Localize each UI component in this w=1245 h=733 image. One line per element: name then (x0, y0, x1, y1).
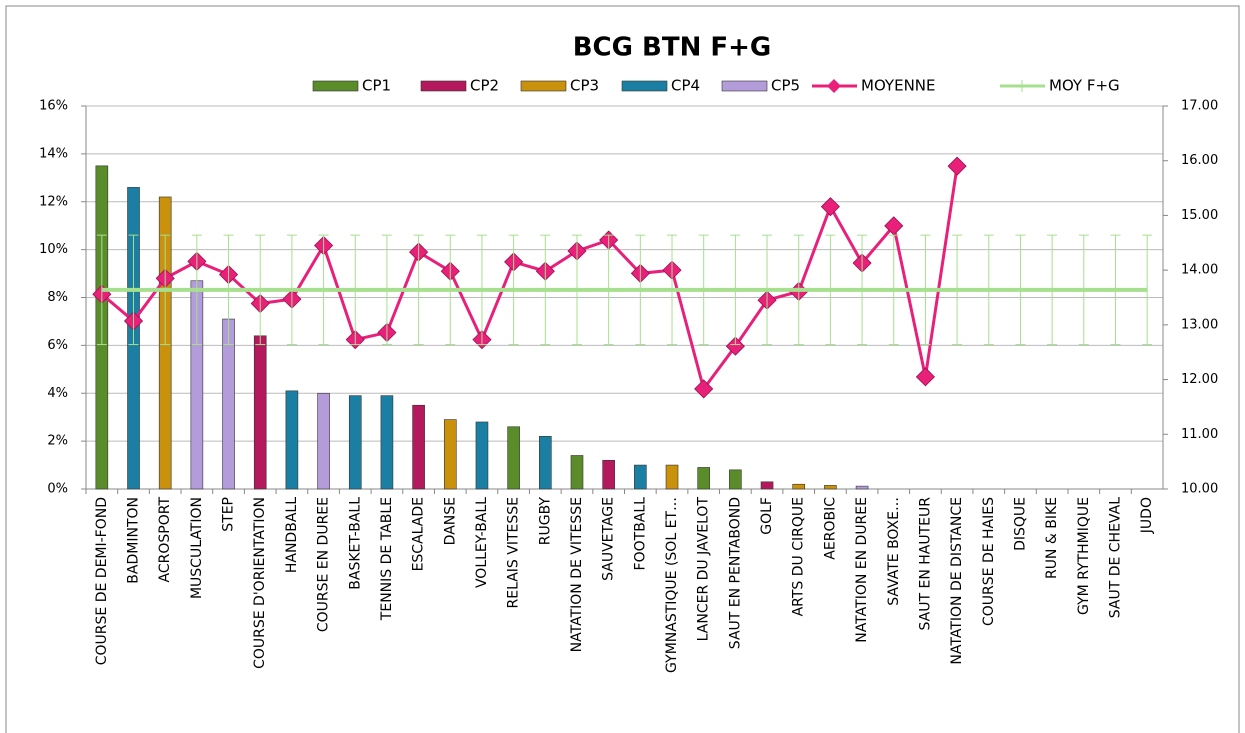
legend-label: CP4 (671, 77, 700, 95)
bar (824, 485, 837, 490)
y2-tick-label: 16.00 (1181, 153, 1218, 168)
x-tick-label: RUGBY (537, 497, 553, 546)
y2-tick-label: 17.00 (1181, 99, 1218, 114)
marker (820, 197, 840, 217)
y2-tick-label: 11.00 (1181, 427, 1218, 442)
bar (792, 483, 806, 490)
y-tick-label: 8% (47, 290, 68, 305)
x-tick-label: DISQUE (1012, 497, 1028, 551)
x-tick-label: GYM RYTHMIQUE (1076, 497, 1092, 615)
x-tick-label: BASKET-BALL (347, 497, 363, 590)
x-tick-label: NATATION DE DISTANCE (949, 497, 965, 665)
bar (285, 390, 299, 490)
x-tick-label: COURSE D'ORIENTATION (252, 497, 268, 669)
legend-label: MOYENNE (861, 77, 936, 95)
x-tick-label: COURSE DE HAIES (981, 497, 997, 626)
x-tick-label: GOLF (759, 497, 775, 535)
bar (253, 335, 267, 490)
x-tick-label: COURSE DE DEMI-FOND (94, 497, 110, 665)
bar (443, 419, 457, 490)
chart-title: BCG BTN F+G (573, 33, 772, 63)
x-tick-label: STEP (221, 497, 237, 532)
bar (539, 436, 552, 490)
legend-label: CP2 (470, 77, 499, 95)
bar (729, 469, 742, 490)
bar (634, 464, 647, 490)
x-tick-label: ACROSPORT (157, 497, 173, 583)
y-tick-label: 2% (47, 434, 68, 449)
x-tick-label: AEROBIC (822, 497, 838, 560)
bar (570, 455, 584, 490)
y2-tick-label: 15.00 (1181, 208, 1218, 223)
bar (855, 485, 869, 490)
x-tick-label: ARTS DU CIRQUE (791, 497, 807, 616)
x-tick-label: GYMNASTIQUE (SOL ET… (664, 497, 680, 673)
x-tick-label: JUDO (1139, 497, 1155, 534)
x-tick-label: TENNIS DE TABLE (379, 497, 395, 621)
y2-tick-label: 14.00 (1181, 263, 1218, 278)
x-tick-label: NATATION DE VITESSE (569, 497, 585, 652)
marker (915, 367, 935, 387)
x-tick-label: SAUT EN PENTABOND (727, 497, 743, 649)
y-tick-label: 10% (39, 242, 68, 257)
x-tick-label: FOOTBALL (632, 497, 648, 571)
legend-swatch (420, 80, 467, 92)
y2-tick-label: 10.00 (1181, 482, 1218, 497)
legend-swatch (312, 80, 359, 92)
y2-tick-label: 12.00 (1181, 372, 1218, 387)
x-tick-label: DANSE (442, 497, 458, 545)
legend-marker (827, 79, 841, 93)
x-tick-label: SAUT DE CHEVAL (1107, 497, 1123, 618)
y-tick-label: 4% (47, 386, 68, 401)
bar (317, 392, 330, 490)
x-tick-label: SAUT EN HAUTEUR (917, 497, 933, 631)
x-tick-label: RUN & BIKE (1044, 497, 1060, 579)
chart-frame (5, 5, 1240, 733)
x-tick-label: NATATION EN DUREE (854, 497, 870, 643)
x-tick-label: LANCER DU JAVELOT (696, 497, 712, 642)
marker (694, 379, 714, 399)
bar (380, 395, 394, 490)
bar (475, 421, 489, 490)
x-tick-label: COURSE EN DUREE (316, 497, 332, 632)
x-tick-label: SAVATE BOXE… (886, 497, 902, 606)
bar (760, 481, 774, 490)
legend-label: MOY F+G (1049, 77, 1120, 95)
bar (697, 467, 710, 490)
x-tick-label: MUSCULATION (189, 497, 205, 599)
y-tick-label: 12% (39, 194, 68, 209)
x-tick-label: HANDBALL (284, 497, 300, 573)
legend-swatch (621, 80, 668, 92)
x-tick-label: RELAIS VITESSE (506, 497, 522, 608)
x-tick-label: BADMINTON (126, 497, 142, 584)
marker (947, 156, 967, 176)
bar (348, 395, 362, 490)
legend-swatch (721, 80, 768, 92)
bar (507, 426, 520, 490)
legend-swatch (520, 80, 567, 92)
bar (665, 464, 679, 490)
y-tick-label: 16% (39, 99, 68, 114)
bar (602, 459, 615, 490)
x-tick-label: VOLLEY-BALL (474, 497, 490, 588)
x-tick-label: SAUVETAGE (601, 497, 617, 581)
x-tick-label: ESCALADE (411, 497, 427, 571)
y-tick-label: 14% (39, 146, 68, 161)
y-tick-label: 6% (47, 338, 68, 353)
legend-label: CP1 (362, 77, 391, 95)
bar (412, 404, 425, 490)
legend-label: CP5 (771, 77, 800, 95)
marker (725, 336, 745, 356)
y2-tick-label: 13.00 (1181, 317, 1218, 332)
y-tick-label: 0% (47, 482, 68, 497)
legend-label: CP3 (570, 77, 599, 95)
